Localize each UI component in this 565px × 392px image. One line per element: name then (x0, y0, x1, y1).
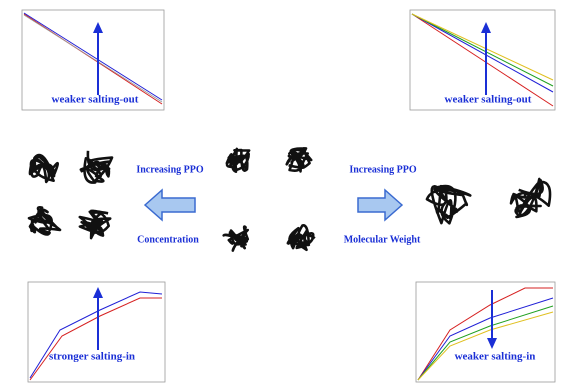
coil (222, 225, 250, 252)
coil (509, 177, 552, 219)
curve (417, 287, 553, 381)
curve (411, 13, 554, 87)
middle-label: Molecular Weight (344, 234, 421, 245)
arrow-head (93, 22, 103, 33)
curve (417, 311, 554, 381)
curve (411, 13, 554, 93)
arrow-head (487, 338, 497, 349)
arrow-head (481, 22, 491, 33)
big-arrow-right (357, 188, 404, 222)
panel-label: stronger salting-in (49, 351, 135, 363)
curve (29, 291, 163, 379)
panel-label: weaker salting-out (52, 94, 139, 106)
coil (285, 147, 313, 173)
big-arrow-left (143, 188, 196, 222)
polymer-coils (27, 147, 552, 252)
middle-label: Increasing PPO (136, 164, 204, 175)
plot-frame (27, 281, 166, 383)
chart-top-left: weaker salting-out (21, 9, 165, 111)
curve (411, 13, 554, 81)
chart-bottom-left: stronger salting-in (27, 281, 166, 383)
panel-label: weaker salting-out (445, 94, 532, 106)
panel-label: weaker salting-in (455, 351, 536, 363)
coil (78, 209, 112, 240)
middle-label: Concentration (137, 234, 199, 245)
chart-bottom-right: weaker salting-in (415, 281, 556, 383)
plot-frame (409, 9, 556, 111)
curve (23, 14, 163, 103)
curve (417, 297, 554, 381)
coil (425, 184, 472, 225)
plot-frame (415, 281, 556, 383)
curve (23, 13, 163, 105)
coil (79, 150, 114, 184)
chart-top-right: weaker salting-out (409, 9, 556, 111)
arrow-head (93, 287, 103, 298)
plot-frame (21, 9, 165, 111)
curve (29, 297, 162, 381)
middle-label: Increasing PPO (349, 164, 417, 175)
curve (417, 305, 554, 381)
curve (23, 12, 163, 101)
curve (411, 13, 554, 107)
coil (27, 206, 62, 236)
coil (286, 224, 316, 252)
coil (28, 153, 59, 184)
coil (225, 147, 251, 173)
